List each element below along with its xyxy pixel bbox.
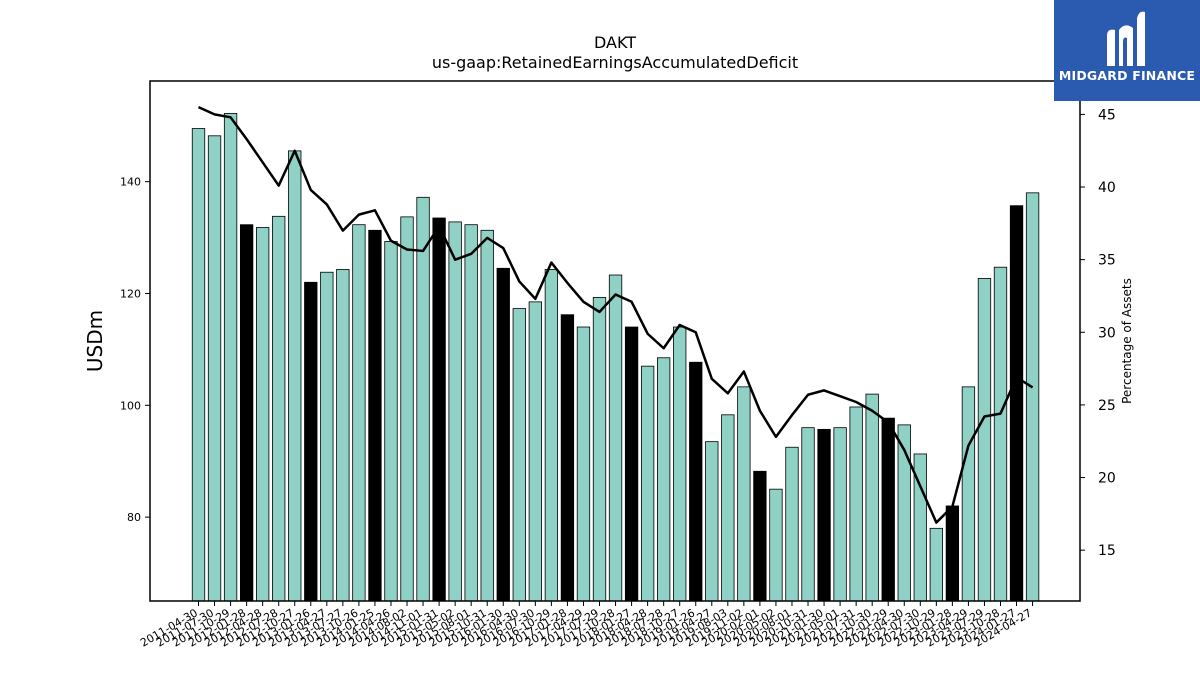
percentage-line-series — [197, 106, 1034, 524]
bar-2020-05-02 — [769, 488, 783, 602]
chart-subtitle: us-gaap:RetainedEarningsAccumulatedDefic… — [432, 53, 798, 72]
bar-2014-08-02 — [400, 216, 414, 602]
bar-2021-01-30 — [817, 428, 831, 602]
y-axis-left: 80 100 120 140 — [120, 176, 150, 524]
bar-2022-01-29 — [881, 417, 895, 602]
bar-2011-04-30 — [191, 128, 206, 602]
bar-2018-04-28 — [640, 365, 655, 602]
bar-series — [191, 113, 1040, 602]
bar-2014-11-01 — [416, 196, 430, 602]
bar-2019-01-26 — [689, 361, 703, 602]
bar-2022-10-29 — [929, 527, 943, 602]
logo-mark-icon — [1107, 11, 1145, 67]
bar-2023-01-28 — [945, 505, 960, 602]
y-tick-label-80: 80 — [127, 511, 141, 524]
percentage-line — [197, 106, 1034, 524]
bar-2024-01-27 — [1009, 205, 1024, 602]
bar-2015-08-01 — [464, 224, 478, 602]
bar-2021-05-01 — [833, 427, 847, 602]
bar-2023-04-29 — [961, 386, 976, 602]
bar-2012-07-28 — [272, 215, 286, 602]
y2-tick-label-20: 20 — [1098, 471, 1116, 487]
y2-tick-label-25: 25 — [1098, 398, 1116, 414]
plot-frame — [149, 80, 1081, 602]
bar-2015-10-31 — [480, 229, 494, 602]
bar-2016-04-30 — [512, 308, 526, 602]
y-axis-right: 15 20 25 30 35 40 45 — [1080, 107, 1116, 559]
bar-2013-10-26 — [352, 224, 366, 602]
y-tick-label-140: 140 — [120, 176, 141, 189]
y2-tick-label-40: 40 — [1098, 180, 1116, 196]
bar-2016-07-30 — [528, 301, 542, 602]
bar-2013-01-26 — [304, 281, 318, 602]
bar-2018-07-28 — [657, 357, 671, 602]
bar-2020-02-01 — [753, 470, 767, 602]
bar-2018-10-27 — [673, 326, 687, 602]
bar-2020-08-01 — [785, 446, 799, 602]
chart-title: DAKT — [594, 33, 636, 52]
y2-tick-label-15: 15 — [1098, 543, 1116, 559]
x-axis: 2011-04-302011-07-302011-10-292012-01-28… — [138, 601, 1034, 650]
y-tick-label-120: 120 — [120, 287, 141, 300]
bar-2014-04-26 — [384, 241, 398, 602]
bar-2012-01-28 — [239, 224, 254, 602]
bar-2017-01-28 — [560, 314, 575, 602]
bar-2024-04-27 — [1025, 192, 1040, 602]
bar-2015-05-02 — [448, 221, 462, 602]
bar-2013-04-27 — [320, 271, 334, 602]
bar-2017-07-29 — [592, 296, 607, 602]
bar-2023-10-28 — [993, 266, 1008, 602]
bar-2019-11-02 — [737, 386, 751, 602]
bar-2021-07-31 — [849, 406, 863, 602]
y2-tick-label-35: 35 — [1098, 253, 1116, 269]
bar-2014-01-25 — [368, 229, 382, 602]
bar-2019-04-27 — [705, 441, 719, 602]
y2-tick-label-45: 45 — [1098, 107, 1116, 123]
bar-2012-04-28 — [256, 227, 270, 602]
bar-2021-10-30 — [865, 393, 879, 602]
bar-2012-10-27 — [288, 150, 302, 602]
bar-2013-07-27 — [336, 269, 350, 602]
bar-2015-01-31 — [432, 217, 446, 602]
bar-2023-07-29 — [977, 277, 992, 602]
y-axis-label: USDm — [83, 310, 107, 372]
bar-2019-08-03 — [721, 414, 735, 602]
bar-2011-07-30 — [207, 135, 222, 602]
bar-2011-10-29 — [223, 113, 238, 602]
bar-2017-04-29 — [576, 326, 591, 602]
bar-2020-10-31 — [801, 427, 815, 602]
bar-2016-10-29 — [544, 269, 559, 602]
bar-2018-01-27 — [624, 326, 639, 602]
y-tick-label-100: 100 — [120, 399, 141, 412]
y2-axis-label: Percentage of Assets — [1120, 278, 1134, 404]
logo-text: MIDGARD FINANCE — [1058, 68, 1196, 83]
bar-2016-01-30 — [496, 267, 510, 602]
bar-2017-10-28 — [608, 274, 623, 602]
brand-logo: MIDGARD FINANCE — [1054, 0, 1200, 101]
y2-tick-label-30: 30 — [1098, 325, 1116, 341]
